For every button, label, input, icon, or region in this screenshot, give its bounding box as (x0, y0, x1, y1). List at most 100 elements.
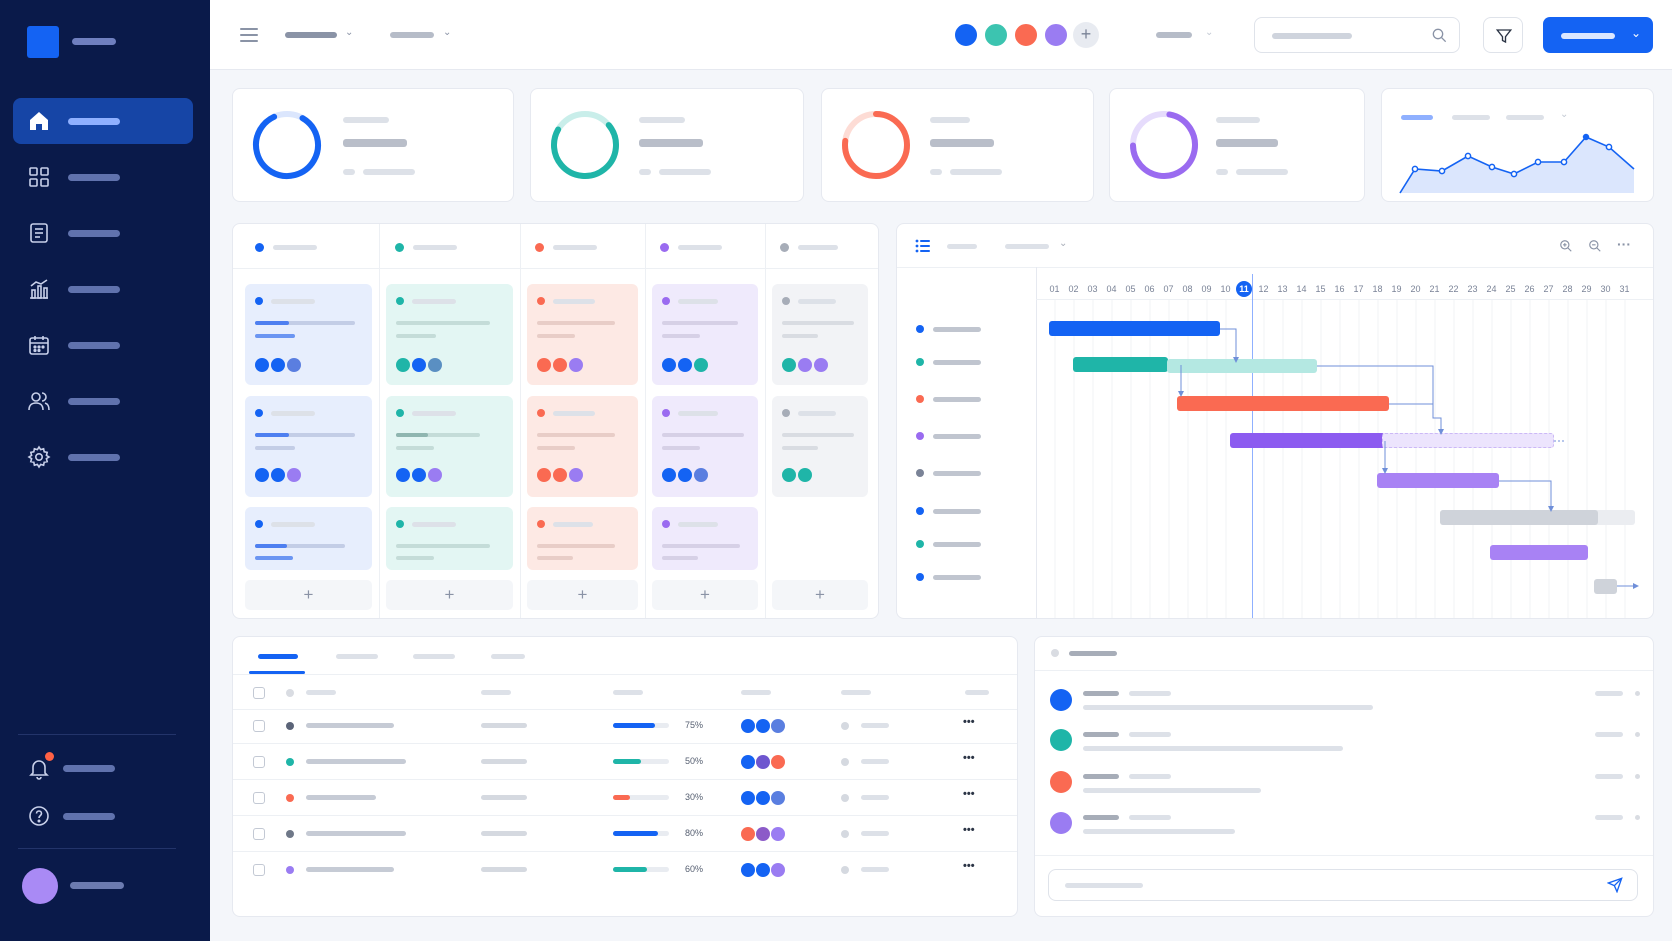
more-icon[interactable]: ••• (963, 788, 975, 800)
gantt-day[interactable]: 28 (1562, 284, 1573, 294)
gantt-day[interactable]: 07 (1163, 284, 1174, 294)
gantt-day[interactable]: 03 (1087, 284, 1098, 294)
more-icon[interactable]: ··· (1617, 236, 1631, 252)
gantt-day[interactable]: 30 (1600, 284, 1611, 294)
tab-active[interactable] (258, 654, 298, 659)
avatar[interactable] (1043, 22, 1069, 48)
trend-card[interactable]: ⌄ (1381, 88, 1654, 202)
gantt-day[interactable]: 21 (1429, 284, 1440, 294)
avatar[interactable] (983, 22, 1009, 48)
zoom-in-icon[interactable] (1559, 239, 1573, 253)
gantt-day[interactable]: 10 (1220, 284, 1231, 294)
gantt-bar[interactable] (1177, 396, 1389, 411)
kanban-card[interactable] (386, 396, 513, 497)
gantt-day[interactable]: 06 (1144, 284, 1155, 294)
sidebar-item-calendar[interactable] (13, 322, 193, 368)
workspace-selector[interactable] (285, 32, 337, 38)
chevron-down-icon[interactable]: ⌄ (443, 27, 452, 38)
send-icon[interactable] (1607, 877, 1623, 893)
avatar[interactable] (741, 827, 755, 841)
avatar[interactable] (771, 755, 785, 769)
gantt-day[interactable]: 05 (1125, 284, 1136, 294)
date-range-selector[interactable] (1156, 32, 1192, 38)
add-card-button[interactable]: + (772, 580, 868, 610)
table-row[interactable]: 60% ••• (233, 852, 1017, 888)
add-card-button[interactable]: + (245, 580, 372, 610)
kanban-card[interactable] (245, 284, 372, 385)
kanban-card[interactable] (245, 507, 372, 570)
avatar[interactable] (756, 719, 770, 733)
row-checkbox[interactable] (253, 756, 265, 768)
stat-card[interactable] (821, 88, 1094, 202)
avatar[interactable] (771, 719, 785, 733)
zoom-out-icon[interactable] (1588, 239, 1602, 253)
avatar[interactable] (1050, 689, 1072, 711)
sidebar-item-settings[interactable] (13, 434, 193, 480)
avatar[interactable] (1050, 729, 1072, 751)
avatar[interactable] (1050, 812, 1072, 834)
avatar[interactable] (953, 22, 979, 48)
more-icon[interactable]: ••• (963, 752, 975, 764)
row-checkbox[interactable] (253, 864, 265, 876)
search-icon[interactable] (1431, 27, 1447, 43)
sidebar-item-help[interactable] (13, 793, 193, 839)
gantt-day[interactable]: 12 (1258, 284, 1269, 294)
tab[interactable] (413, 654, 455, 659)
table-row[interactable]: 50% ••• (233, 744, 1017, 780)
kanban-card[interactable] (527, 396, 638, 497)
gantt-bar[interactable] (1382, 433, 1554, 448)
gantt-day[interactable]: 13 (1277, 284, 1288, 294)
avatar[interactable] (771, 863, 785, 877)
kanban-card[interactable] (772, 396, 868, 497)
gantt-day[interactable]: 09 (1201, 284, 1212, 294)
gantt-bar[interactable] (1167, 359, 1317, 373)
avatar[interactable] (756, 791, 770, 805)
add-member-button[interactable]: + (1073, 22, 1099, 48)
gantt-day[interactable]: 22 (1448, 284, 1459, 294)
tab[interactable] (491, 654, 525, 659)
avatar[interactable] (771, 791, 785, 805)
gantt-bar[interactable] (1377, 473, 1499, 488)
gantt-day[interactable]: 18 (1372, 284, 1383, 294)
kanban-card[interactable] (386, 507, 513, 570)
kanban-card[interactable] (772, 284, 868, 385)
gantt-day[interactable]: 25 (1505, 284, 1516, 294)
sidebar-item-reports[interactable] (13, 266, 193, 312)
gantt-day[interactable]: 29 (1581, 284, 1592, 294)
avatar[interactable] (741, 719, 755, 733)
create-button[interactable]: ⌄ (1543, 17, 1653, 53)
tab[interactable] (336, 654, 378, 659)
gantt-day[interactable]: 02 (1068, 284, 1079, 294)
kanban-card[interactable] (652, 507, 758, 570)
gantt-day[interactable]: 17 (1353, 284, 1364, 294)
row-checkbox[interactable] (253, 720, 265, 732)
row-checkbox[interactable] (253, 792, 265, 804)
filter-button[interactable] (1483, 17, 1523, 53)
view-selector[interactable] (390, 32, 434, 38)
gantt-day[interactable]: 23 (1467, 284, 1478, 294)
search-input[interactable] (1254, 17, 1460, 53)
gantt-day[interactable]: 20 (1410, 284, 1421, 294)
gantt-day[interactable]: 19 (1391, 284, 1402, 294)
chevron-down-icon[interactable]: ⌄ (1205, 27, 1214, 38)
chevron-down-icon[interactable]: ⌄ (1560, 109, 1569, 120)
gantt-bar[interactable] (1440, 510, 1598, 525)
menu-icon[interactable] (240, 28, 258, 46)
gantt-range-selector[interactable] (1005, 244, 1049, 249)
kanban-card[interactable] (527, 284, 638, 385)
avatar[interactable] (756, 755, 770, 769)
app-logo[interactable] (27, 26, 59, 58)
avatar[interactable] (756, 863, 770, 877)
more-icon[interactable]: ••• (963, 716, 975, 728)
chevron-down-icon[interactable]: ⌄ (345, 27, 354, 38)
gantt-day[interactable]: 01 (1049, 284, 1060, 294)
sidebar-item-dashboard[interactable] (13, 154, 193, 200)
kanban-card[interactable] (386, 284, 513, 385)
message-input[interactable] (1048, 869, 1638, 901)
kanban-card[interactable] (652, 396, 758, 497)
gantt-day[interactable]: 26 (1524, 284, 1535, 294)
gantt-day[interactable]: 15 (1315, 284, 1326, 294)
gantt-day[interactable]: 31 (1619, 284, 1630, 294)
stat-card[interactable] (1109, 88, 1365, 202)
more-icon[interactable]: ••• (963, 860, 975, 872)
